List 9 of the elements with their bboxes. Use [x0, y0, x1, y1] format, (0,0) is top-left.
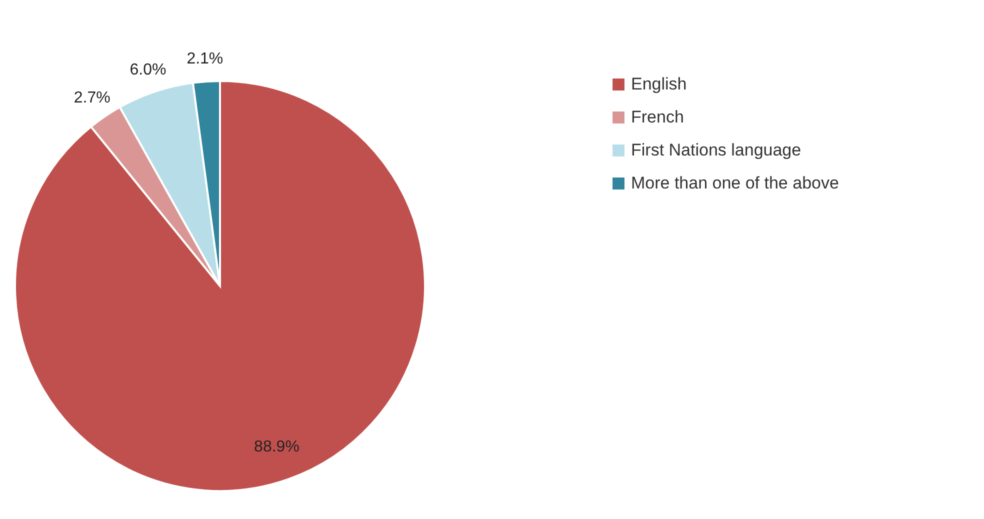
legend-label: More than one of the above — [631, 174, 839, 192]
data-label: 88.9% — [254, 438, 300, 456]
data-label: 2.1% — [186, 50, 224, 68]
legend-label: French — [631, 108, 684, 126]
pie-slice — [14, 80, 426, 492]
data-label: 6.0% — [130, 62, 166, 79]
legend-label: First Nations language — [631, 140, 802, 160]
legend-label: English — [631, 74, 687, 94]
data-label: 2.7% — [74, 89, 110, 106]
